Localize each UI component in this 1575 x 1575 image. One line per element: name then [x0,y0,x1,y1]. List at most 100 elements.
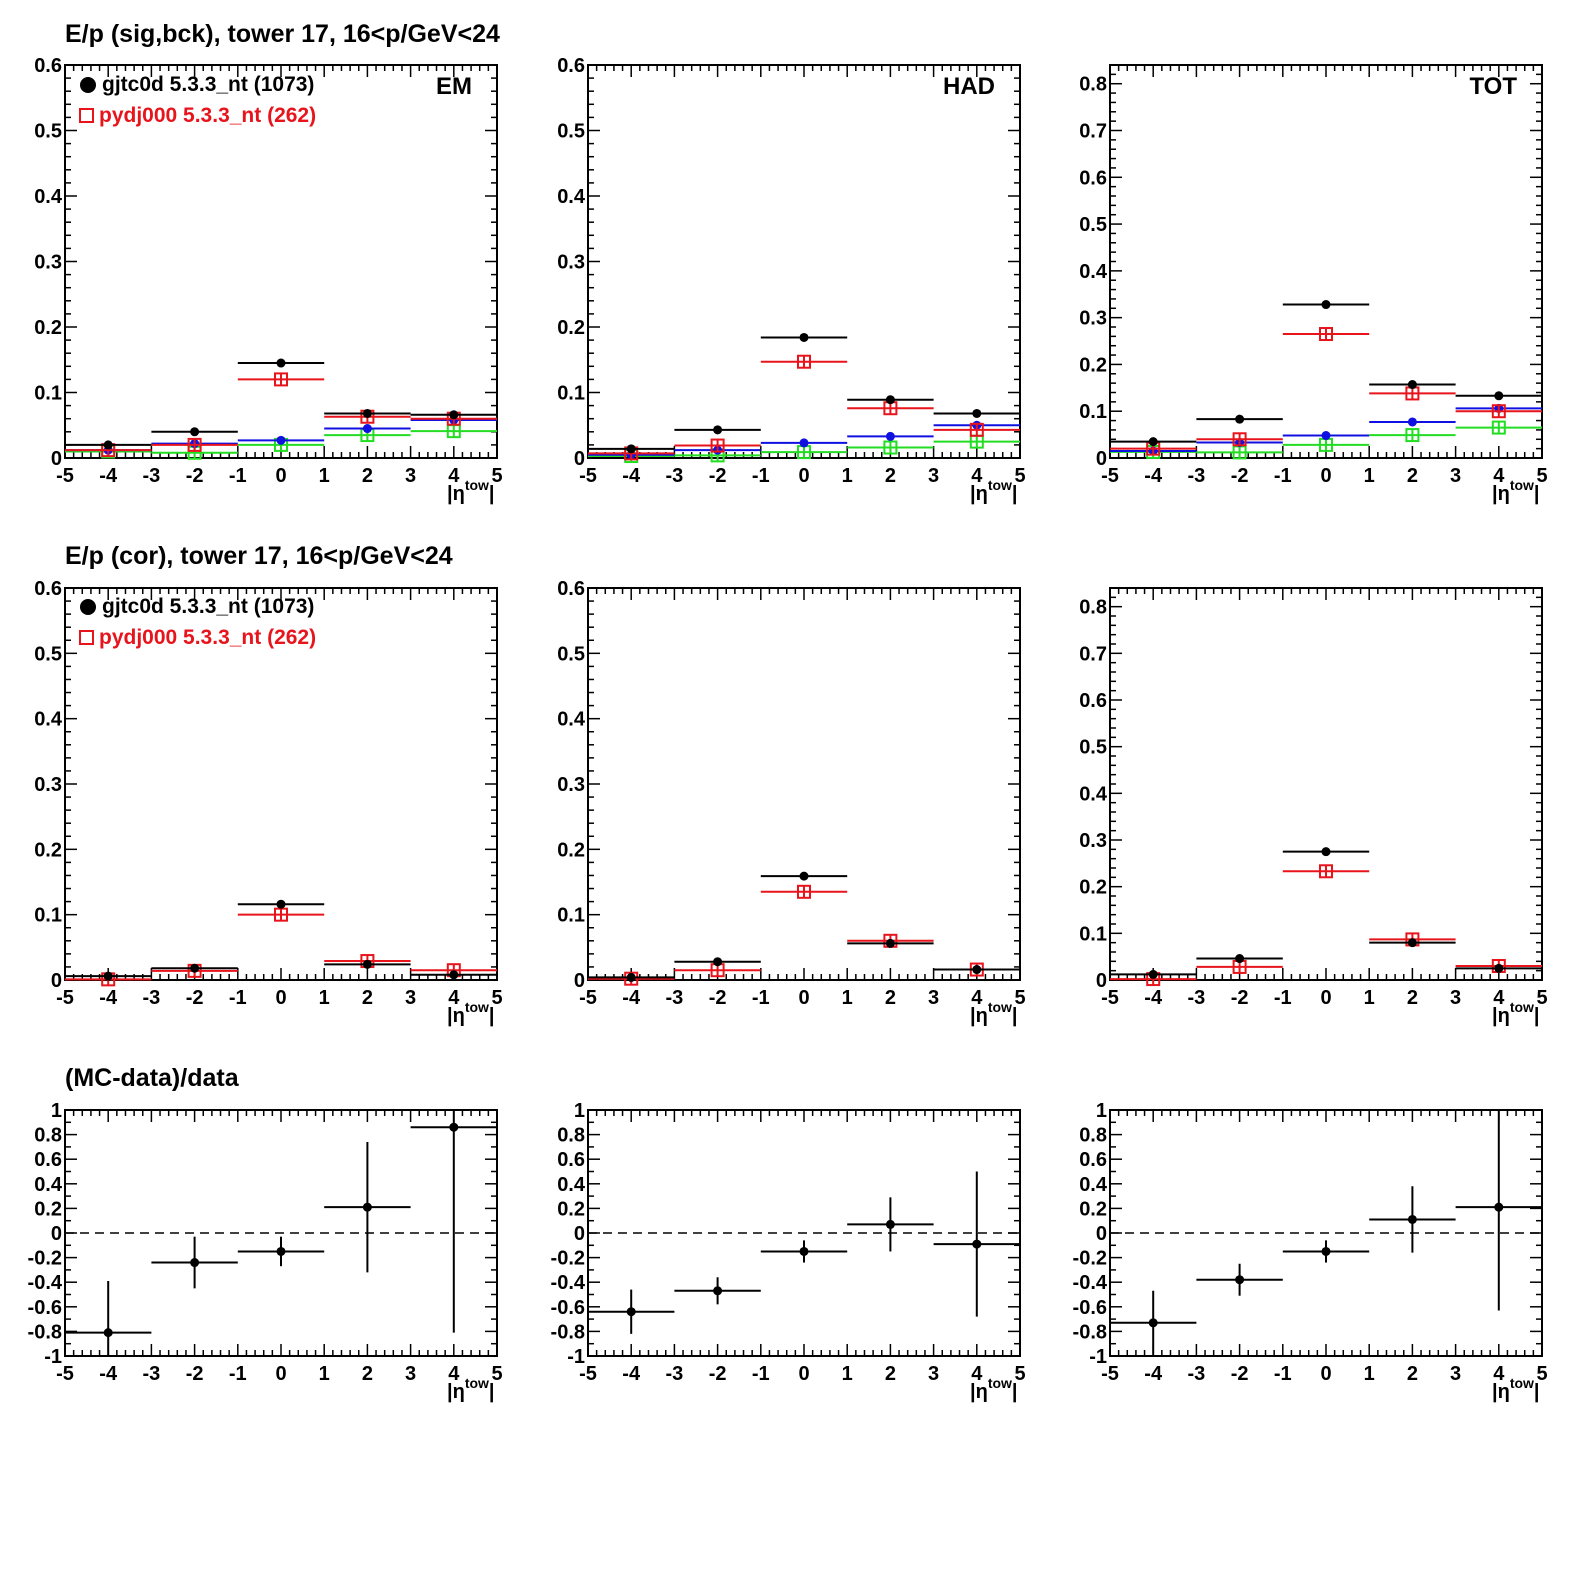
chart-panel-3: -5 -4 -3 -2 -1 0 1 2 3 4 500.10.20.30.40.50.6|ηtow… [34,578,502,1027]
data-point [1148,969,1158,979]
x-tick-label: -4 [99,465,118,487]
x-tick-label: -5 [56,987,74,1009]
x-tick-label: -2 [186,1363,204,1385]
x-tick-label: -3 [1188,1363,1206,1385]
y-tick-label: -0.8 [551,1321,585,1343]
y-tick-label: 0.8 [34,1125,62,1147]
legend-entry-mc: pydj000 5.3.3_nt (262) [76,100,316,131]
x-tick-label: 4 [448,1363,460,1385]
y-tick-label: 1 [51,1100,62,1122]
y-tick-label: -0.2 [1073,1248,1107,1270]
y-tick-label: 0.8 [1079,1125,1107,1147]
legend-filled-circle-marker [80,598,96,615]
x-tick-label: -2 [1231,987,1249,1009]
x-axis-label-sup: tow [465,1375,489,1391]
y-tick-label: 0 [51,1223,62,1245]
x-tick-label: -1 [752,1363,770,1385]
x-tick-label: 3 [1450,465,1461,487]
x-tick-label: 1 [319,465,330,487]
x-axis-label-sup: tow [465,999,489,1015]
y-tick-label: 0.8 [557,1125,585,1147]
x-tick-label: 3 [928,465,939,487]
x-tick-label: 2 [885,465,896,487]
x-tick-label: -2 [709,987,727,1009]
y-tick-label: 0.3 [34,252,62,274]
y-tick-label: -0.8 [1073,1321,1107,1343]
x-tick-label: -5 [1101,987,1119,1009]
data-point [1235,414,1245,424]
x-tick-label: 5 [1014,465,1025,487]
x-tick-label: -2 [709,1363,727,1385]
y-tick-label: 0.8 [1079,597,1107,619]
x-axis-label-bar: | [1534,1005,1540,1027]
chart-panel-8: -5 -4 -3 -2 -1 0 1 2 3 4 5-1-0.8-0.6-0.4-0.200.20.… [1073,1100,1548,1403]
x-tick-label: -1 [229,465,247,487]
x-tick-label: -2 [186,465,204,487]
x-tick-label: 2 [885,1363,896,1385]
y-tick-label: 0.2 [1079,877,1107,899]
x-tick-label: 5 [491,987,502,1009]
y-tick-label: 1 [1096,1100,1107,1122]
data-point [885,431,895,441]
x-axis-label-bar: | [1012,1381,1018,1403]
y-tick-label: 0.2 [1079,1198,1107,1220]
data-point [626,1307,636,1317]
x-tick-label: 3 [405,987,416,1009]
data-point [449,1122,459,1132]
x-tick-label: 4 [971,987,983,1009]
x-tick-label: -4 [1144,987,1163,1009]
data-point [362,1202,372,1212]
x-axis-label-bar: | [1534,483,1540,505]
y-tick-label: -1 [44,1346,62,1368]
legend-label-data: gjtc0d 5.3.3_nt (1073) [102,595,315,618]
y-tick-label: 0.5 [1079,214,1107,236]
x-tick-label: -5 [56,465,74,487]
y-tick-label: 0.5 [1079,737,1107,759]
y-tick-label: 0 [574,970,585,992]
y-tick-label: -0.6 [1073,1297,1107,1319]
data-point [1235,1275,1245,1285]
y-tick-label: 0.2 [557,317,585,339]
row-title-sig-bck: E/p (sig,bck), tower 17, 16<p/GeV<24 [65,20,500,48]
y-tick-label: 0.5 [557,121,585,143]
y-tick-label: 0.3 [557,774,585,796]
data-point [1494,391,1504,401]
x-tick-label: -4 [99,987,118,1009]
x-tick-label: -1 [1274,987,1292,1009]
data-point [713,957,723,967]
y-tick-label: 1 [574,1100,585,1122]
y-tick-label: 0 [574,448,585,470]
data-point [276,899,286,909]
y-tick-label: -0.4 [1073,1272,1108,1294]
y-tick-label: -0.6 [551,1297,585,1319]
y-tick-label: -0.4 [551,1272,586,1294]
x-axis-label-sup: tow [988,1375,1012,1391]
data-point [276,435,286,445]
x-tick-label: 2 [1407,987,1418,1009]
x-tick-label: 0 [798,1363,809,1385]
row-title-ratio: (MC-data)/data [65,1064,239,1092]
chart-panel-0: -5 -4 -3 -2 -1 0 1 2 3 4 500.10.20.30.40.50.6|ηtow… [34,55,502,505]
x-tick-label: 1 [842,465,853,487]
x-tick-label: 5 [1536,465,1547,487]
y-tick-label: 0.6 [1079,690,1107,712]
y-tick-label: -1 [1089,1346,1107,1368]
x-tick-label: 0 [275,1363,286,1385]
panel-label: EM [436,73,472,100]
y-tick-label: 0.5 [34,643,62,665]
x-tick-label: 3 [1450,987,1461,1009]
x-tick-label: 3 [928,987,939,1009]
x-tick-label: -1 [1274,1363,1292,1385]
x-tick-label: -4 [622,1363,641,1385]
data-point [449,410,459,420]
data-point [103,1328,113,1338]
x-tick-label: -5 [56,1363,74,1385]
data-point [276,358,286,368]
x-tick-label: -5 [579,465,597,487]
data-point [799,438,809,448]
x-axis-label-bar: | [489,1005,495,1027]
x-axis-label-bar: | [489,483,495,505]
x-tick-label: 5 [1536,987,1547,1009]
x-tick-label: 4 [1493,465,1505,487]
